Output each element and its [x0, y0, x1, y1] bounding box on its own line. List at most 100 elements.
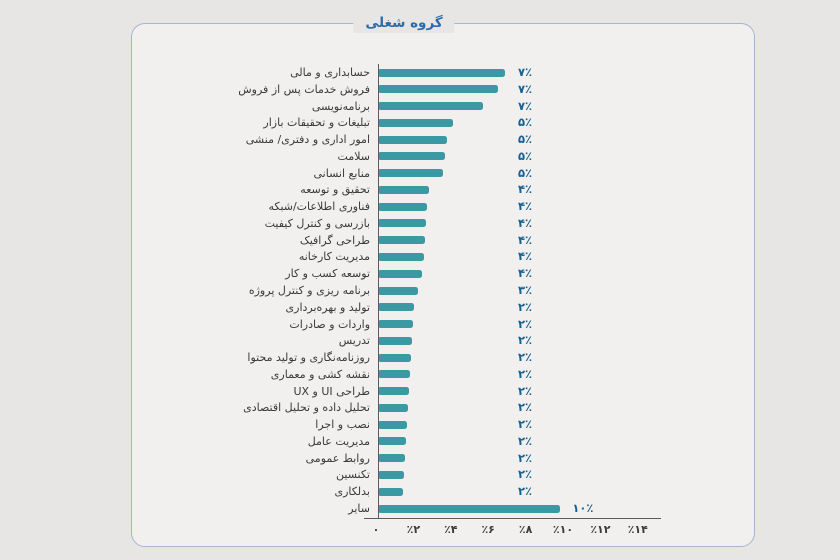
bar-row: برنامه‌نویسی ۷٪: [132, 98, 754, 115]
bar-row: مدیریت کارخانه ۴٪: [132, 248, 754, 265]
value-label: ۲٪: [518, 366, 533, 381]
bar: [378, 487, 404, 496]
bar-row: تبلیغات و تحقیقات بازار ۵٪: [132, 114, 754, 131]
category-label: بدلکاری: [334, 485, 370, 499]
value-label: ۴٪: [518, 232, 533, 247]
category-label: برنامه ریزی و کنترل پروژه: [248, 284, 370, 297]
bar: [378, 135, 448, 144]
x-axis-line: [364, 518, 661, 520]
value-label: ۴٪: [518, 199, 533, 214]
value-label: ۷٪: [518, 65, 533, 79]
chart-card: گروه شغلی حسابداری و مالی ۷٪ فروش خدمات پس…: [131, 14, 755, 547]
value-label: ۷٪: [518, 98, 533, 113]
value-label: ۲٪: [518, 467, 533, 482]
bar-row: برنامه ریزی و کنترل پروژه ۳٪: [132, 282, 754, 299]
bar: [378, 68, 506, 77]
bar: [378, 152, 446, 161]
bar-chart: حسابداری و مالی ۷٪ فروش خدمات پس از فروش ۷٪…: [132, 24, 754, 546]
bar: [378, 286, 419, 295]
category-label: مدیریت عامل: [307, 434, 370, 448]
category-label: روزنامه‌نگاری و تولید محتوا: [247, 351, 370, 365]
value-label: ۲٪: [518, 350, 533, 365]
value-label: ۵٪: [518, 115, 533, 130]
y-axis-line: [378, 64, 380, 518]
value-label: ۲٪: [518, 484, 533, 499]
bar: [378, 219, 426, 228]
category-label: فروش خدمات پس از فروش: [238, 82, 370, 96]
x-tick-label: ٪۶: [481, 523, 495, 536]
value-label: ۵٪: [518, 148, 533, 163]
category-label: تولید و بهره‌برداری: [285, 300, 370, 314]
value-label: ۳٪: [518, 283, 533, 297]
bar-row: فناوری اطلاعات/شبکه ۴٪: [132, 198, 754, 215]
bar-row: منابع انسانی ۵٪: [132, 165, 754, 182]
bar: [378, 387, 409, 396]
bar: [378, 420, 407, 429]
x-tick-label: ٪۱۲: [590, 523, 611, 536]
category-label: طراحی گرافیک: [299, 233, 370, 247]
category-label: سلامت: [337, 149, 370, 163]
bar: [378, 336, 412, 345]
bar-row: نقشه کشی و معماری ۲٪: [132, 366, 754, 383]
bar: [378, 252, 424, 261]
x-tick-label: ۰: [372, 523, 380, 536]
bar-row: روابط عمومی ۲٪: [132, 450, 754, 467]
category-label: نقشه کشی و معماری: [270, 367, 370, 381]
category-label: امور اداری و دفتری/ منشی: [245, 133, 370, 147]
bar-row: بدلکاری ۲٪: [132, 483, 754, 500]
bar-row: تحلیل داده و تحلیل اقتصادی ۲٪: [132, 399, 754, 416]
category-label: بازرسی و کنترل کیفیت: [264, 216, 370, 230]
category-label: نصب و اجرا: [315, 418, 370, 432]
category-label: تحلیل داده و تحلیل اقتصادی: [243, 401, 370, 415]
value-label: ۵٪: [518, 132, 533, 147]
bar: [378, 303, 415, 312]
category-label: تکنسین: [336, 468, 370, 482]
category-label: مدیریت کارخانه: [298, 250, 370, 264]
bar-row: تولید و بهره‌برداری ۲٪: [132, 299, 754, 316]
bar: [378, 470, 405, 479]
bar: [378, 185, 430, 194]
bar-row: حسابداری و مالی ۷٪: [132, 64, 754, 81]
category-label: برنامه‌نویسی: [311, 99, 370, 113]
bar-row: طراحی UI و UX ۲٪: [132, 383, 754, 400]
value-label: ۲٪: [518, 299, 533, 314]
bar: [378, 269, 422, 278]
value-label: ۲٪: [518, 316, 533, 331]
bar: [378, 437, 407, 446]
x-tick-label: ٪۸: [518, 523, 533, 536]
x-tick-label: ٪۱۴: [627, 523, 648, 536]
bar: [378, 85, 498, 94]
category-label: تدریس: [338, 334, 370, 348]
bar: [378, 202, 427, 211]
bar: [378, 169, 444, 178]
category-label: روابط عمومی: [305, 451, 370, 465]
value-label: ۴٪: [518, 215, 533, 230]
bar: [378, 102, 483, 111]
value-label: ۴٪: [518, 266, 533, 281]
value-label: ۲٪: [518, 450, 533, 465]
bar: [378, 236, 425, 245]
x-tick-label: ٪۱۰: [552, 523, 574, 536]
bar-row: تدریس ۲٪: [132, 332, 754, 349]
category-label: فناوری اطلاعات/شبکه: [268, 200, 370, 214]
value-label: ۴٪: [518, 249, 533, 264]
bar-row: واردات و صادرات ۲٪: [132, 316, 754, 333]
category-label: واردات و صادرات: [289, 317, 370, 331]
bar: [378, 353, 411, 362]
x-tick-label: ٪۲: [406, 523, 421, 536]
bar-row: توسعه کسب و کار ۴٪: [132, 265, 754, 282]
value-label: ۵٪: [518, 165, 533, 180]
value-label: ۲٪: [518, 400, 533, 415]
bar-row: تکنسین ۲٪: [132, 466, 754, 483]
bar: [378, 403, 408, 412]
bar-row: سلامت ۵٪: [132, 148, 754, 165]
bar: [378, 454, 406, 463]
category-label: تحقیق و توسعه: [300, 183, 370, 197]
category-label: تبلیغات و تحقیقات بازار: [263, 116, 370, 130]
category-label: منابع انسانی: [313, 166, 371, 180]
value-label: ۷٪: [518, 81, 533, 96]
category-label: سایر: [348, 502, 370, 516]
bar-row: روزنامه‌نگاری و تولید محتوا ۲٪: [132, 349, 754, 366]
category-label: حسابداری و مالی: [290, 66, 370, 79]
bar-row: بازرسی و کنترل کیفیت ۴٪: [132, 215, 754, 232]
